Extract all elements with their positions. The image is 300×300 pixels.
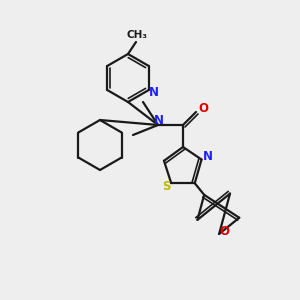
Text: N: N	[149, 85, 159, 98]
Text: O: O	[198, 103, 208, 116]
Text: CH₃: CH₃	[127, 30, 148, 40]
Text: N: N	[202, 150, 212, 163]
Text: S: S	[162, 180, 170, 193]
Text: O: O	[219, 226, 229, 238]
Text: N: N	[154, 113, 164, 127]
